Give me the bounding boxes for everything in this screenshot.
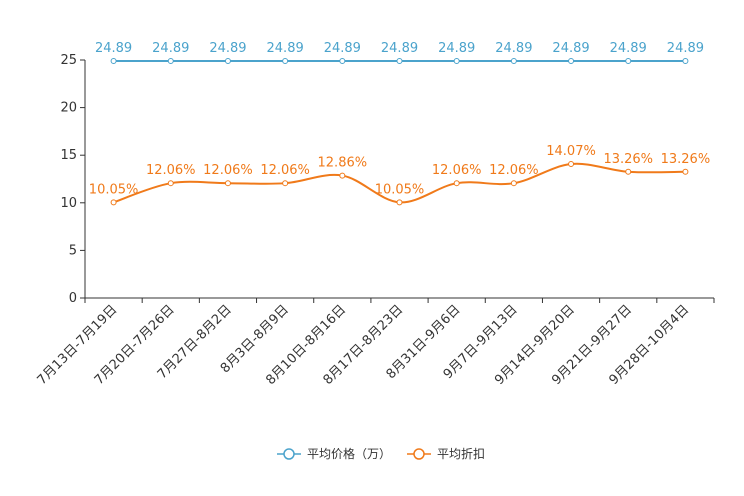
data-label: 24.89	[552, 41, 589, 56]
data-point	[110, 58, 117, 65]
y-tick-label: 0	[69, 291, 77, 306]
data-point	[167, 58, 174, 65]
data-label: 24.89	[95, 41, 132, 56]
data-label: 24.89	[152, 41, 189, 56]
data-point	[568, 58, 575, 65]
y-tick-label: 10	[60, 196, 77, 211]
legend-item-0: 平均价格（万）	[277, 446, 391, 461]
data-point	[110, 199, 117, 206]
data-label: 10.05%	[375, 182, 425, 197]
y-tick-label: 15	[60, 148, 77, 163]
legend-marker	[283, 448, 295, 460]
data-label: 12.06%	[203, 163, 253, 178]
data-label: 24.89	[438, 41, 475, 56]
data-label: 24.89	[209, 41, 246, 56]
data-label: 13.26%	[661, 152, 711, 167]
data-point	[224, 180, 231, 187]
data-point	[282, 180, 289, 187]
data-label: 24.89	[381, 41, 418, 56]
data-point	[339, 58, 346, 65]
data-point	[453, 58, 460, 65]
data-label: 12.06%	[146, 163, 196, 178]
data-label: 24.89	[324, 41, 361, 56]
data-label: 24.89	[267, 41, 304, 56]
data-label: 24.89	[610, 41, 647, 56]
legend-item-1: 平均折扣	[407, 446, 485, 461]
data-label: 14.07%	[546, 144, 596, 159]
data-point	[510, 58, 517, 65]
data-point	[396, 58, 403, 65]
data-point	[282, 58, 289, 65]
legend-label: 平均价格（万）	[307, 446, 391, 461]
y-tick-label: 25	[60, 53, 77, 68]
data-label: 13.26%	[603, 152, 653, 167]
data-point	[396, 199, 403, 206]
data-label: 24.89	[495, 41, 532, 56]
data-point	[167, 180, 174, 187]
data-point	[510, 180, 517, 187]
legend-marker	[413, 448, 425, 460]
data-point	[224, 58, 231, 65]
data-point	[682, 58, 689, 65]
data-label: 24.89	[667, 41, 704, 56]
data-label: 12.06%	[432, 163, 482, 178]
data-point	[339, 172, 346, 179]
data-point	[453, 180, 460, 187]
data-point	[625, 58, 632, 65]
y-tick-label: 20	[60, 101, 77, 116]
data-label: 10.05%	[89, 182, 139, 197]
data-point	[568, 161, 575, 168]
data-label: 12.06%	[489, 163, 539, 178]
data-point	[682, 168, 689, 175]
y-tick-label: 5	[69, 243, 77, 258]
legend-label: 平均折扣	[437, 446, 485, 461]
data-label: 12.86%	[318, 156, 368, 171]
data-point	[625, 168, 632, 175]
data-label: 12.06%	[260, 163, 310, 178]
